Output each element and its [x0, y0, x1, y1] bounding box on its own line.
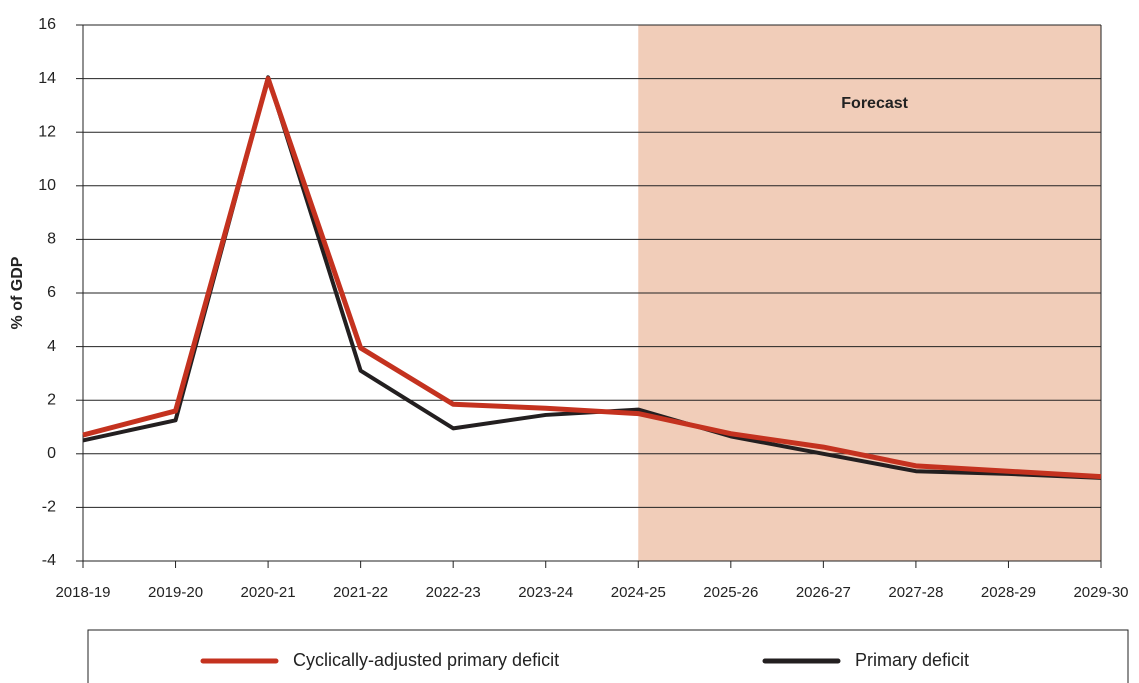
y-tick-label: 0	[47, 445, 56, 462]
y-tick-label: -2	[42, 499, 56, 516]
x-tick-label: 2022-23	[426, 584, 481, 601]
y-tick-label: 6	[47, 284, 56, 301]
x-tick-label: 2027-28	[888, 584, 943, 601]
line-series	[82, 76, 1102, 480]
forecast-label: Forecast	[841, 95, 908, 112]
y-tick-label: 14	[38, 70, 56, 87]
y-tick-label: 12	[38, 123, 56, 140]
x-tick-label: 2021-22	[333, 584, 388, 601]
x-tick-label: 2025-26	[703, 584, 758, 601]
y-axis-label: % of GDP	[9, 256, 26, 329]
x-tick-label: 2018-19	[55, 584, 110, 601]
x-tick-label: 2020-21	[241, 584, 296, 601]
y-tick-label: -4	[42, 552, 56, 569]
x-tick-label: 2029-30	[1073, 584, 1128, 601]
y-tick-label: 4	[47, 338, 56, 355]
y-tick-label: 16	[38, 16, 56, 33]
y-tick-label: 10	[38, 177, 56, 194]
y-tick-label: 2	[47, 391, 56, 408]
x-tick-label: 2026-27	[796, 584, 851, 601]
x-tick-label: 2024-25	[611, 584, 666, 601]
x-tick-label: 2019-20	[148, 584, 203, 601]
x-tick-label: 2023-24	[518, 584, 573, 601]
legend-box	[87, 629, 1129, 683]
y-tick-label: 8	[47, 231, 56, 248]
legend-label: Primary deficit	[855, 650, 969, 670]
legend-label: Cyclically-adjusted primary deficit	[293, 650, 559, 670]
x-tick-label: 2028-29	[981, 584, 1036, 601]
